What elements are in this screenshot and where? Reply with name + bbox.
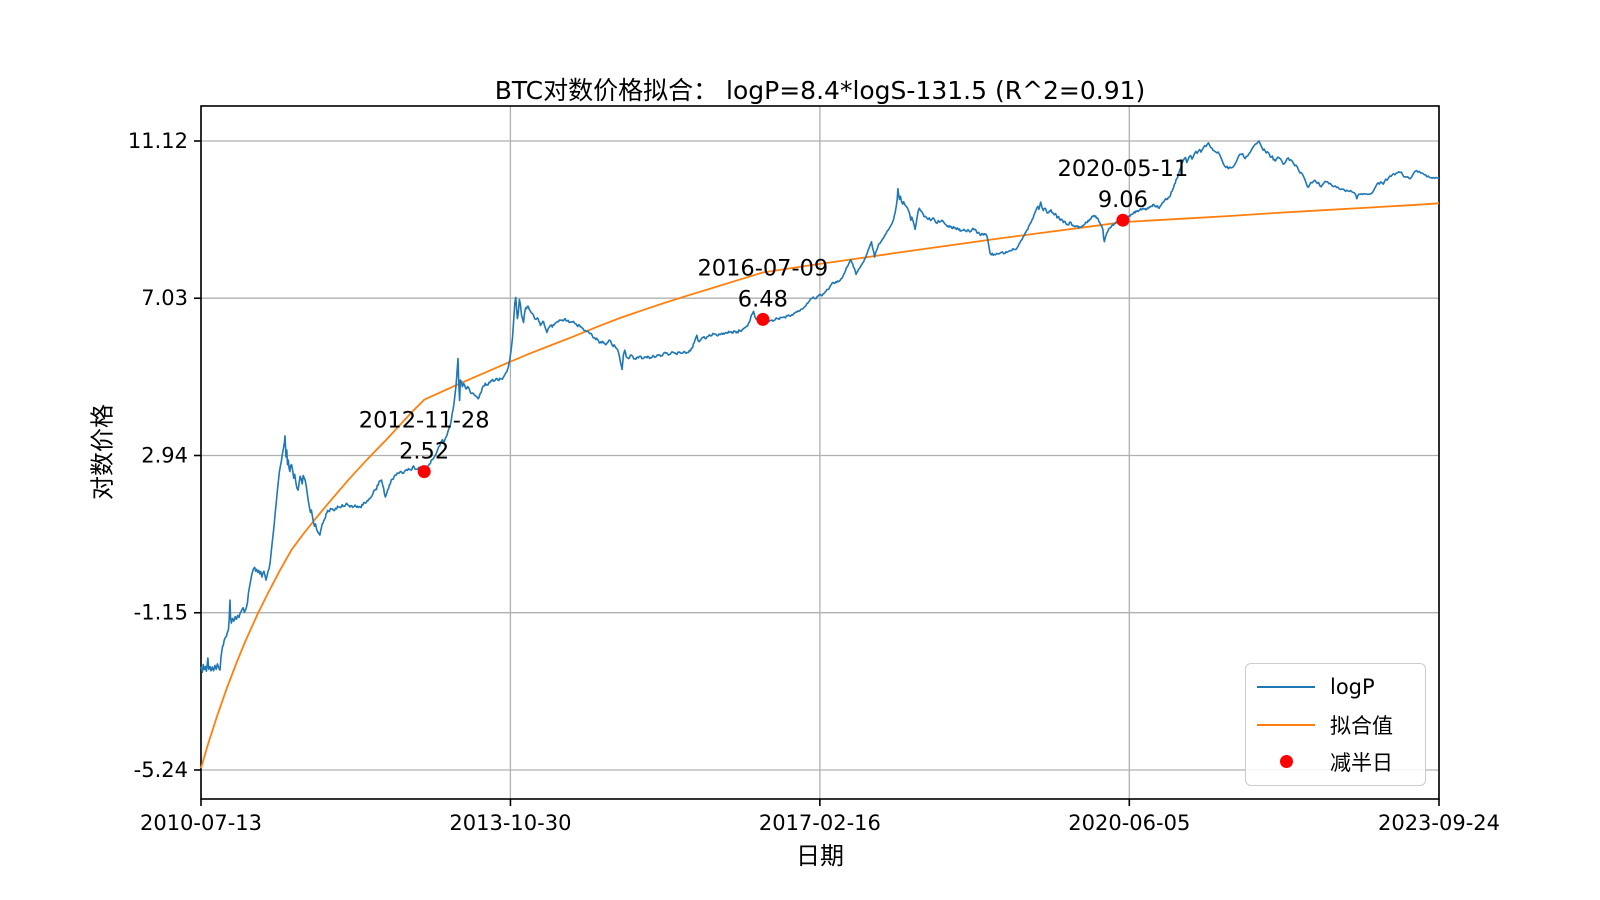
logp-line — [200, 140, 1440, 674]
halving-dot — [756, 312, 770, 326]
halving-annotation-value: 9.06 — [1098, 187, 1148, 213]
legend-dot-icon — [1254, 755, 1318, 769]
x-tick-label: 2023-09-24 — [1378, 811, 1500, 835]
legend-swatch — [1257, 686, 1315, 689]
x-tick-label: 2013-10-30 — [449, 811, 571, 835]
y-tick-label: 11.12 — [128, 129, 188, 153]
x-axis-label: 日期 — [796, 842, 844, 870]
halving-dot — [1116, 213, 1130, 227]
legend-item-label: logP — [1330, 675, 1375, 700]
legend-item: 减半日 — [1246, 745, 1425, 779]
halving-annotation-date: 2016-07-09 — [697, 255, 828, 281]
legend-item: 拟合值 — [1246, 708, 1425, 742]
halving-annotation-value: 2.52 — [399, 439, 449, 465]
legend-item: logP — [1246, 670, 1425, 704]
legend-swatch — [1257, 723, 1315, 726]
plot-border — [200, 105, 1440, 800]
halving-annotation-date: 2020-05-11 — [1058, 156, 1189, 182]
legend: logP 拟合值减半日 — [1245, 663, 1426, 786]
halving-dot — [417, 465, 431, 479]
legend-line-icon — [1254, 723, 1318, 726]
chart-title: BTC对数价格拟合： logP=8.4*logS-131.5 (R^2=0.91… — [494, 76, 1146, 105]
y-tick-label: -1.15 — [134, 601, 188, 625]
x-tick-label: 2020-06-05 — [1068, 811, 1190, 835]
y-tick-label: 2.94 — [141, 443, 188, 467]
legend-swatch — [1279, 755, 1293, 769]
legend-line-icon — [1254, 686, 1318, 689]
x-tick-label: 2010-07-13 — [140, 811, 262, 835]
y-tick-label: -5.24 — [134, 758, 188, 782]
legend-item-label: 减半日 — [1330, 750, 1393, 775]
x-tick-label: 2017-02-16 — [759, 811, 881, 835]
halving-annotation-date: 2012-11-28 — [359, 408, 490, 434]
legend-item-label: 拟合值 — [1330, 713, 1393, 738]
y-tick-label: 7.03 — [141, 286, 188, 310]
halving-annotation-value: 6.48 — [738, 286, 788, 312]
